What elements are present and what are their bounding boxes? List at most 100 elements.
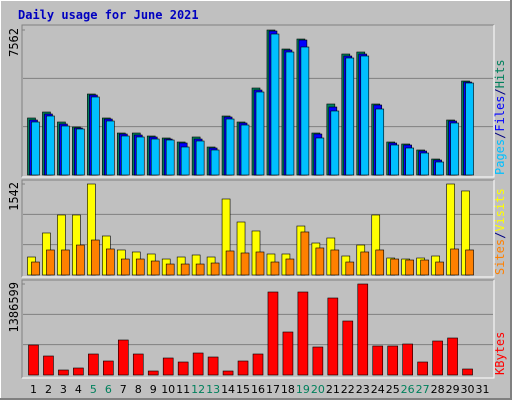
x-tick-label: 31 xyxy=(476,383,490,396)
bar xyxy=(165,139,175,176)
x-tick-label: 9 xyxy=(150,383,157,396)
bar xyxy=(357,283,369,376)
panel-edge-dark xyxy=(21,179,494,277)
bar xyxy=(432,340,443,376)
legend: Pages/Files/Hits xyxy=(493,59,507,175)
bar xyxy=(327,297,339,376)
bar xyxy=(61,249,70,276)
bar xyxy=(91,96,100,176)
x-tick-label: 12 xyxy=(191,383,205,396)
bar xyxy=(195,140,205,176)
x-tick-label: 4 xyxy=(75,383,82,396)
bar xyxy=(46,249,55,276)
bar xyxy=(420,152,429,176)
bar xyxy=(150,260,160,276)
panel-edge-light xyxy=(22,25,495,178)
legend-separator: / xyxy=(493,88,507,95)
bar xyxy=(252,353,264,376)
bar xyxy=(390,258,400,276)
y-tick-label: 7562 xyxy=(7,28,21,57)
x-tick-label: 10 xyxy=(161,383,175,396)
bar xyxy=(315,137,325,176)
x-tick-label: 16 xyxy=(251,383,265,396)
x-tick-label: 1 xyxy=(30,383,37,396)
bar xyxy=(255,251,265,276)
legend-separator: / xyxy=(493,132,507,139)
bar xyxy=(106,248,115,276)
bar xyxy=(417,361,428,376)
bar xyxy=(132,353,144,376)
legend-entry: Files xyxy=(493,96,507,132)
x-tick-label: 28 xyxy=(431,383,445,396)
bar xyxy=(73,367,84,376)
bar xyxy=(282,331,294,376)
bar xyxy=(465,82,474,176)
bar xyxy=(91,239,100,276)
bar xyxy=(207,356,219,376)
bar xyxy=(285,51,295,176)
bar xyxy=(375,108,385,176)
bar xyxy=(312,346,324,376)
bar xyxy=(300,231,310,276)
bar xyxy=(345,57,355,176)
x-tick-label: 3 xyxy=(60,383,67,396)
bar xyxy=(270,261,280,276)
x-tick-label: 6 xyxy=(105,383,112,396)
x-tick-label: 29 xyxy=(446,383,460,396)
bar xyxy=(450,248,459,276)
bar xyxy=(255,91,265,176)
x-tick-label: 25 xyxy=(386,383,400,396)
bar xyxy=(106,120,115,176)
legend-entry: Visits xyxy=(493,188,507,231)
bar xyxy=(225,250,235,276)
bar xyxy=(345,261,355,276)
bar xyxy=(285,258,295,276)
bar xyxy=(103,360,114,376)
bar xyxy=(267,291,279,376)
bar xyxy=(402,343,413,376)
x-tick-label: 7 xyxy=(120,383,127,396)
bar xyxy=(195,263,205,276)
y-tick-label: 1386599 xyxy=(7,282,21,333)
bar xyxy=(315,247,325,276)
bar xyxy=(270,33,280,176)
bar xyxy=(240,124,250,176)
x-tick-label: 19 xyxy=(296,383,310,396)
bar xyxy=(28,344,39,376)
bar xyxy=(43,355,54,376)
bar xyxy=(120,135,130,176)
bar xyxy=(360,55,370,176)
bar xyxy=(405,259,414,276)
bar xyxy=(297,291,309,376)
bar xyxy=(135,136,145,176)
x-tick-label: 14 xyxy=(221,383,235,396)
bar xyxy=(165,263,175,276)
chart-title: Daily usage for June 2021 xyxy=(18,8,199,22)
bar xyxy=(390,144,400,176)
bar xyxy=(76,244,85,276)
bar xyxy=(300,46,310,176)
bar xyxy=(330,249,340,276)
x-tick-label: 11 xyxy=(176,383,190,396)
bar xyxy=(240,252,250,276)
bar xyxy=(120,258,130,276)
bar xyxy=(46,115,55,176)
x-tick-label: 13 xyxy=(206,383,220,396)
legend-entry: Hits xyxy=(493,59,507,88)
x-tick-label: 17 xyxy=(266,383,280,396)
bar xyxy=(210,262,220,276)
bar xyxy=(462,368,473,376)
x-tick-label: 5 xyxy=(90,383,97,396)
bar xyxy=(222,370,234,376)
bar xyxy=(372,345,384,376)
bar xyxy=(450,122,459,176)
bar xyxy=(330,110,340,176)
bar xyxy=(31,261,40,276)
x-tick-label: 23 xyxy=(356,383,370,396)
bar xyxy=(435,261,444,276)
panel-edge-dark xyxy=(21,24,494,177)
bar xyxy=(420,259,429,276)
x-tick-label: 22 xyxy=(341,383,355,396)
